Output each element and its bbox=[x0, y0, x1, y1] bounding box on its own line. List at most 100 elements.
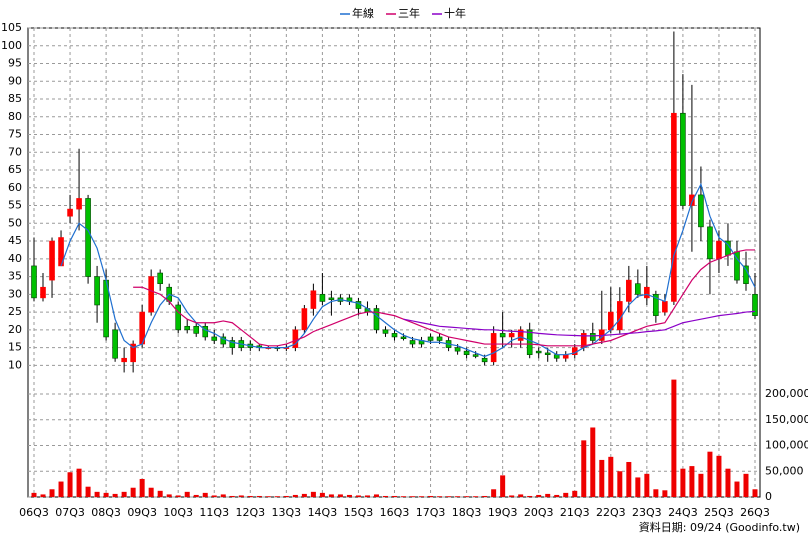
volume-bar bbox=[337, 494, 343, 497]
y-tick-label: 30 bbox=[8, 287, 22, 300]
volume-bar bbox=[473, 496, 479, 497]
volume-bar bbox=[428, 495, 434, 497]
volume-bar bbox=[31, 492, 37, 497]
y-tick-label: 105 bbox=[1, 21, 22, 34]
volume-bar bbox=[491, 489, 497, 497]
legend-label: 年線 bbox=[352, 6, 374, 20]
candle-body bbox=[328, 297, 335, 300]
volume-bar bbox=[184, 491, 190, 497]
x-tick-label: 23Q3 bbox=[632, 506, 662, 519]
volume-bar bbox=[698, 473, 704, 497]
candle-body bbox=[526, 329, 533, 355]
volume-bar bbox=[644, 473, 650, 497]
candle-body bbox=[202, 325, 209, 338]
candle-body bbox=[373, 308, 380, 331]
volume-bar bbox=[274, 496, 280, 497]
y-tick-label: 95 bbox=[8, 57, 22, 70]
volume-bar bbox=[220, 494, 226, 497]
ma-line bbox=[403, 310, 756, 337]
candle-body bbox=[436, 336, 443, 341]
volume-bar bbox=[608, 456, 614, 497]
candle-body bbox=[211, 336, 218, 341]
volume-bar bbox=[103, 492, 109, 497]
volume-bar bbox=[671, 379, 677, 497]
candle-body bbox=[698, 194, 704, 228]
candle-body bbox=[544, 352, 551, 355]
volume-bar bbox=[175, 495, 181, 497]
candle-body bbox=[49, 240, 55, 281]
volume-bar bbox=[410, 496, 416, 497]
candle-body bbox=[490, 333, 497, 363]
volume-bar bbox=[229, 495, 235, 497]
candle-body bbox=[454, 347, 461, 352]
volume-bar bbox=[247, 495, 253, 497]
y2-tick-label: 50,000 bbox=[765, 464, 804, 477]
volume-bar bbox=[319, 492, 325, 497]
volume-bar bbox=[401, 496, 407, 497]
candle-body bbox=[157, 272, 163, 284]
volume-bar bbox=[112, 493, 118, 497]
x-tick-label: 10Q3 bbox=[163, 506, 193, 519]
candle-body bbox=[391, 333, 398, 338]
y-tick-label: 70 bbox=[8, 145, 22, 158]
volume-bar bbox=[328, 494, 334, 497]
candle-body bbox=[229, 340, 236, 348]
candle-body bbox=[463, 350, 470, 355]
candle-body bbox=[85, 198, 91, 277]
volume-bar bbox=[238, 495, 244, 497]
volume-bar bbox=[500, 475, 506, 497]
volume-bar bbox=[626, 461, 632, 497]
candle-body bbox=[644, 286, 650, 299]
candle-body bbox=[175, 304, 181, 331]
candle-body bbox=[589, 333, 596, 341]
x-tick-label: 17Q3 bbox=[416, 506, 446, 519]
volume-bar bbox=[49, 489, 55, 497]
volume-bar bbox=[446, 496, 452, 497]
volume-bar bbox=[148, 487, 154, 497]
candle-body bbox=[535, 350, 542, 354]
candle-body bbox=[301, 308, 308, 331]
candle-body bbox=[310, 290, 317, 309]
volume-bar bbox=[734, 481, 740, 497]
candle-body bbox=[707, 226, 713, 260]
candle-body bbox=[508, 333, 515, 338]
volume-bar bbox=[716, 455, 722, 497]
candle-body bbox=[148, 276, 154, 313]
volume-bar bbox=[527, 495, 533, 497]
volume-bar bbox=[563, 492, 569, 497]
volume-bar bbox=[211, 495, 217, 497]
x-tick-label: 13Q3 bbox=[272, 506, 302, 519]
x-tick-label: 08Q3 bbox=[91, 506, 121, 519]
y-tick-label: 45 bbox=[8, 234, 22, 247]
candle-body bbox=[292, 329, 299, 348]
volume-bar bbox=[130, 487, 136, 497]
y-tick-label: 55 bbox=[8, 199, 22, 212]
candle-body bbox=[635, 283, 641, 295]
y-tick-label: 65 bbox=[8, 163, 22, 176]
y-tick-label: 35 bbox=[8, 270, 22, 283]
volume-bar bbox=[536, 494, 542, 497]
y-tick-label: 80 bbox=[8, 110, 22, 123]
y2-tick-label: 0 bbox=[765, 490, 772, 503]
x-tick-label: 09Q3 bbox=[127, 506, 157, 519]
y2-tick-label: 150,000 bbox=[765, 413, 808, 426]
volume-bar bbox=[301, 493, 307, 497]
volume-bar bbox=[455, 496, 461, 497]
x-tick-label: 20Q3 bbox=[524, 506, 554, 519]
candle-body bbox=[481, 357, 488, 363]
x-tick-label: 22Q3 bbox=[596, 506, 626, 519]
candle-body bbox=[689, 194, 695, 206]
x-tick-label: 26Q3 bbox=[740, 506, 770, 519]
x-tick-label: 14Q3 bbox=[308, 506, 338, 519]
volume-bar bbox=[202, 492, 208, 497]
candle-body bbox=[76, 198, 82, 210]
y-tick-label: 85 bbox=[8, 92, 22, 105]
volume-bar bbox=[355, 495, 361, 497]
candle-body bbox=[499, 333, 506, 338]
volume-bar bbox=[752, 489, 758, 497]
volume-bar bbox=[662, 490, 668, 497]
volume-bar bbox=[554, 494, 560, 497]
volume-bar bbox=[373, 494, 379, 497]
x-tick-label: 21Q3 bbox=[560, 506, 590, 519]
